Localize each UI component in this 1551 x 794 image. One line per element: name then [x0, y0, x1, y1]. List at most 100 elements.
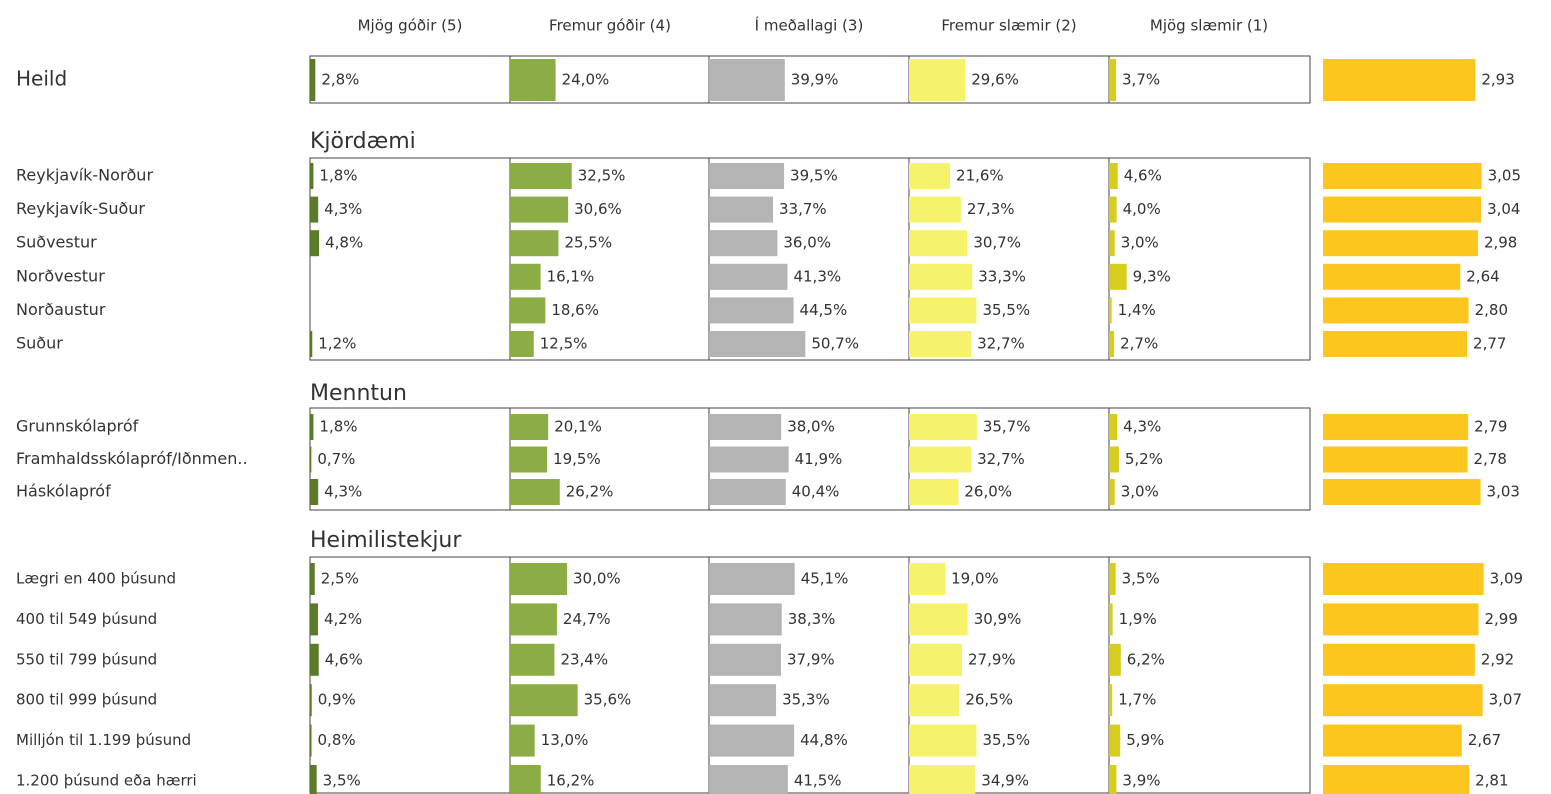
bar [709, 263, 788, 290]
value-label: 4,6% [325, 650, 363, 668]
bar [1109, 297, 1112, 324]
value-label: 24,7% [563, 610, 611, 628]
row-label: Reykjavík-Norður [16, 166, 153, 185]
row-label: Háskólapróf [16, 482, 111, 501]
bar [709, 724, 795, 757]
bar [909, 603, 968, 636]
value-label: 9,3% [1133, 267, 1171, 285]
value-label: 37,9% [787, 650, 835, 668]
mean-label: 2,78 [1474, 450, 1507, 468]
row-label: Norðaustur [16, 300, 106, 319]
value-label: 4,2% [324, 610, 362, 628]
value-label: 3,0% [1121, 483, 1159, 501]
bar [310, 684, 312, 717]
bar [310, 414, 314, 440]
bar [310, 479, 319, 505]
group-box [309, 157, 1311, 361]
value-label: 35,5% [982, 731, 1030, 749]
value-label: 3,5% [1122, 570, 1160, 588]
bar [909, 563, 946, 595]
bar [510, 724, 535, 757]
bar [1109, 59, 1117, 101]
value-label: 3,9% [1122, 772, 1160, 790]
bar [510, 643, 555, 676]
bar [510, 765, 541, 794]
row-label: Framhaldsskólapróf/Iðnmen.. [16, 449, 248, 468]
value-label: 26,5% [965, 691, 1013, 709]
value-label: 25,5% [564, 234, 612, 252]
bar [909, 724, 977, 757]
value-label: 19,0% [951, 570, 999, 588]
mean-bar [1323, 263, 1461, 290]
mean-label: 2,92 [1481, 650, 1514, 668]
value-label: 5,2% [1125, 450, 1163, 468]
bar [1109, 196, 1117, 223]
bar [510, 297, 546, 324]
bar [1109, 230, 1115, 257]
mean-label: 3,04 [1487, 200, 1520, 218]
bar [310, 230, 320, 257]
bar [510, 446, 548, 473]
bar [909, 446, 972, 473]
bar [909, 479, 959, 505]
value-label: 26,2% [566, 483, 614, 501]
bar [909, 765, 976, 794]
bar [909, 230, 968, 257]
value-label: 2,5% [321, 570, 359, 588]
bar [709, 563, 795, 595]
bar [909, 196, 961, 223]
bar [510, 263, 541, 290]
group-title: Kjördæmi [310, 129, 416, 154]
mean-label: 2,99 [1484, 610, 1517, 628]
mean-label: 2,80 [1475, 301, 1508, 319]
bar [1109, 724, 1121, 757]
bar [909, 297, 977, 324]
bar [1109, 603, 1113, 636]
mean-bar [1323, 59, 1476, 101]
value-label: 32,7% [977, 335, 1025, 353]
value-label: 35,3% [782, 691, 830, 709]
bar [310, 331, 313, 357]
value-label: 4,8% [325, 234, 363, 252]
row-label: 1.200 þúsund eða hærri [16, 772, 197, 790]
bar [709, 331, 806, 357]
mean-bar [1323, 297, 1469, 324]
mean-bar [1323, 563, 1484, 595]
bar [1109, 643, 1121, 676]
bar [510, 59, 556, 101]
value-label: 38,3% [788, 610, 836, 628]
row-label: Reykjavík-Suður [16, 199, 145, 218]
value-label: 32,5% [578, 167, 626, 185]
value-label: 1,9% [1119, 610, 1157, 628]
bar [1109, 765, 1117, 794]
value-label: 0,9% [318, 691, 356, 709]
value-label: 6,2% [1127, 650, 1165, 668]
row-label: Heild [16, 67, 67, 91]
value-label: 4,0% [1123, 200, 1161, 218]
bar [909, 263, 973, 290]
bar [709, 684, 777, 717]
value-label: 1,4% [1118, 301, 1156, 319]
bar [909, 331, 972, 357]
mean-bar [1323, 724, 1462, 757]
mean-label: 2,67 [1468, 731, 1501, 749]
bar [709, 163, 785, 189]
mean-label: 3,03 [1487, 483, 1520, 501]
value-label: 4,6% [1124, 167, 1162, 185]
value-label: 38,0% [787, 418, 835, 436]
value-label: 3,7% [1122, 71, 1160, 89]
bar [510, 563, 567, 595]
bar [310, 643, 319, 676]
value-label: 29,6% [971, 71, 1019, 89]
value-label: 3,5% [323, 772, 361, 790]
value-label: 26,0% [964, 483, 1012, 501]
bar [510, 684, 578, 717]
value-label: 23,4% [560, 650, 608, 668]
bar [909, 414, 977, 440]
value-label: 16,1% [547, 267, 595, 285]
value-label: 35,7% [983, 418, 1031, 436]
bar [310, 196, 319, 223]
value-label: 3,0% [1121, 234, 1159, 252]
value-label: 4,3% [324, 200, 362, 218]
value-label: 39,9% [791, 71, 839, 89]
